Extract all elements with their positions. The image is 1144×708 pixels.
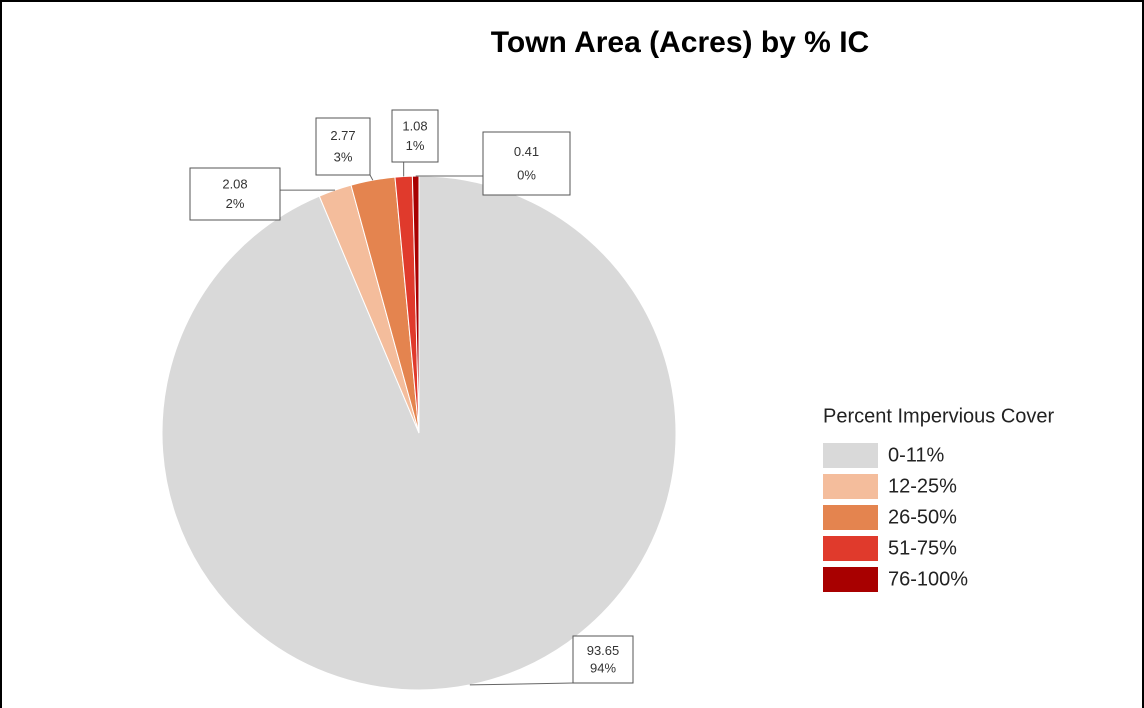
legend-swatch (823, 505, 878, 530)
data-label: 1.08 (402, 119, 427, 134)
label-box (315, 117, 371, 176)
legend-label: 26-50% (888, 506, 957, 528)
percent-label: 3% (334, 149, 353, 164)
percent-label: 94% (590, 660, 616, 675)
label-box (482, 131, 571, 196)
legend-title: Percent Impervious Cover (823, 405, 1055, 427)
legend-swatch (823, 567, 878, 592)
legend-label: 0-11% (888, 444, 945, 466)
percent-label: 1% (406, 138, 425, 153)
legend-label: 12-25% (888, 475, 957, 497)
data-label: 2.08 (222, 177, 247, 192)
data-label: 2.77 (330, 128, 355, 143)
label-box (391, 109, 439, 163)
legend-swatch (823, 536, 878, 561)
chart-title: Town Area (Acres) by % IC (491, 26, 869, 59)
data-label: 93.65 (587, 643, 620, 658)
percent-label: 0% (517, 168, 536, 183)
leader-line (369, 174, 374, 181)
legend-swatch (823, 474, 878, 499)
data-label: 0.41 (514, 144, 539, 159)
label-box (189, 167, 281, 221)
percent-label: 2% (226, 196, 245, 211)
leader-line (469, 682, 574, 686)
legend-swatch (823, 443, 878, 468)
label-box (572, 635, 634, 684)
legend-label: 51-75% (888, 537, 957, 559)
legend-label: 76-100% (888, 568, 968, 590)
